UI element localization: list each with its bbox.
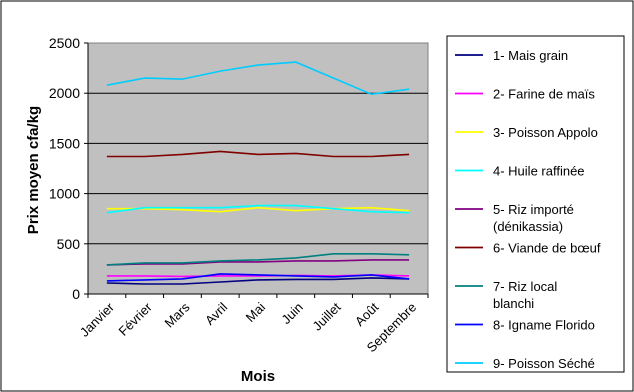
series-line-4 [106,204,410,214]
series-line-5 [106,259,410,266]
legend-label: 2- Farine de maïs [493,87,595,102]
series-line-9 [106,61,410,96]
series-line-3 [106,206,410,213]
series-lines [106,61,410,285]
y-tick-label: 1000 [49,186,80,202]
gridlines [88,92,428,245]
series-line-7 [106,253,410,266]
y-axis: 0 500 1000 1500 2000 2500 [49,35,88,302]
y-tick-label: 500 [57,236,81,252]
legend-label: 6- Viande de bœuf [493,241,601,256]
x-axis-label: Mois [241,368,275,385]
y-tick-label: 0 [72,286,80,302]
y-axis-label: Prix moyen cfa/kg [25,106,42,234]
legend-label: 1- Mais grain [493,48,568,63]
series-line-1 [106,277,410,285]
legend-label: 4- Huile raffinée [493,164,585,179]
legend-label: 5- Riz importé (dénikassia) [493,202,574,234]
y-tick-label: 2000 [49,85,80,101]
y-tick-label: 1500 [49,135,80,151]
legend: 1- Mais grain 2- Farine de maïs 3- Poisson… [455,48,601,371]
plot-area [87,42,429,295]
legend-label: 3- Poisson Appolo [493,125,598,140]
legend-label: 7- Riz local blanchi [493,279,557,311]
series-line-8 [106,273,410,282]
series-line-6 [106,150,410,158]
legend-label: 8- Igname Florido [493,318,595,333]
legend-box [446,35,625,373]
legend-label: 9- Poisson Séché [493,356,595,371]
y-tick-label: 2500 [49,35,80,51]
